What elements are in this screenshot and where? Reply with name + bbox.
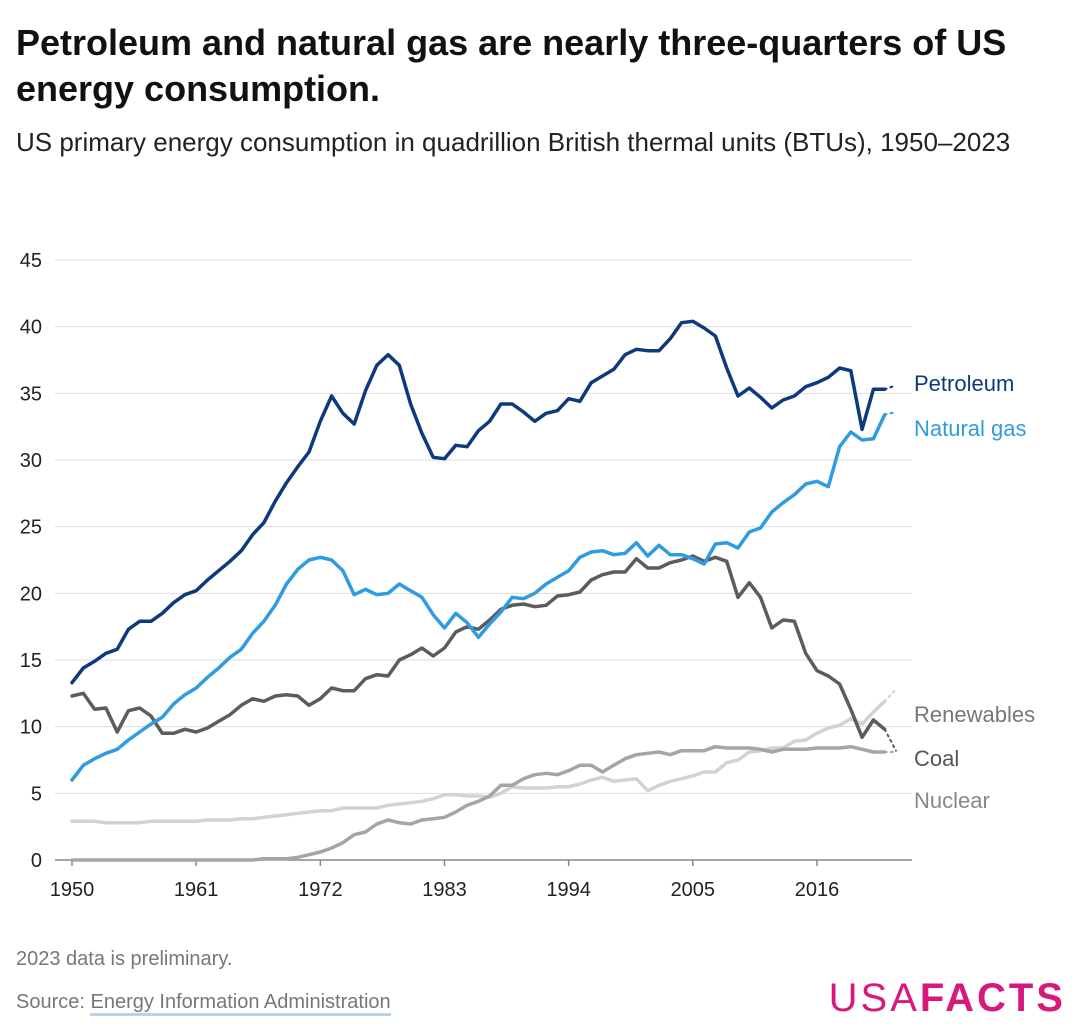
series-preliminary-renewables	[883, 688, 897, 703]
y-axis-tick-labels: 0 5 10 15 20 25 30 35 40 45	[20, 250, 42, 872]
source-line: Source: Energy Information Administratio…	[16, 991, 391, 1016]
y-tick-label: 15	[20, 650, 42, 672]
x-tick-label: 1983	[422, 879, 467, 901]
chart-subtitle: US primary energy consumption in quadril…	[16, 127, 1011, 157]
series-line-petroleum	[70, 319, 887, 685]
x-tick-label: 2016	[795, 879, 840, 901]
y-tick-label: 0	[31, 850, 42, 872]
y-tick-label: 10	[20, 717, 42, 739]
x-tick-label: 1961	[174, 879, 219, 901]
logo-text-bold: FACTS	[919, 976, 1066, 1020]
x-tick-label: 1950	[50, 879, 95, 901]
line-chart: 0 5 10 15 20 25 30 35 40 45 1950 1961 1972 1983 1994 2…	[20, 250, 1035, 901]
y-tick-label: 5	[31, 783, 42, 805]
series-line-coal	[70, 554, 887, 740]
x-tick-label: 2005	[671, 879, 716, 901]
x-tick-label: 1994	[546, 879, 591, 901]
page-title: Petroleum and natural gas are nearly thr…	[16, 22, 1007, 109]
y-tick-label: 45	[20, 250, 42, 272]
x-axis-tick-labels: 1950 1961 1972 1983 1994 2005 2016	[50, 860, 839, 901]
series-label-renewables: Renewables	[914, 702, 1035, 727]
series-preliminary-petroleum	[883, 384, 897, 391]
series-label-coal: Coal	[914, 746, 959, 771]
gridlines	[55, 259, 912, 861]
usafacts-logo: USAFACTS	[829, 976, 1066, 1021]
y-tick-label: 35	[20, 383, 42, 405]
series-line-renewables	[70, 699, 887, 825]
chart-note: 2023 data is preliminary.	[16, 948, 233, 970]
y-tick-label: 20	[20, 583, 42, 605]
series-label-natural-gas: Natural gas	[914, 416, 1027, 441]
series-line-nuclear	[70, 744, 887, 862]
series-preliminary-natural-gas	[883, 411, 897, 416]
y-tick-label: 40	[20, 317, 42, 339]
series-label-nuclear: Nuclear	[914, 788, 990, 813]
series-label-petroleum: Petroleum	[914, 371, 1014, 396]
x-tick-label: 1972	[298, 879, 343, 901]
logo-text-light: USA	[828, 976, 920, 1020]
series-preliminary-coal	[883, 728, 897, 752]
source-prefix: Source:	[16, 991, 91, 1013]
source-link[interactable]: Energy Information Administration	[90, 991, 391, 1016]
y-tick-label: 25	[20, 517, 42, 539]
y-tick-label: 30	[20, 450, 42, 472]
series-line-natural-gas	[70, 412, 887, 782]
series-lines	[70, 319, 897, 862]
series-labels: Renewables Nuclear Coal Natural gas Petroleu…	[914, 371, 1035, 813]
